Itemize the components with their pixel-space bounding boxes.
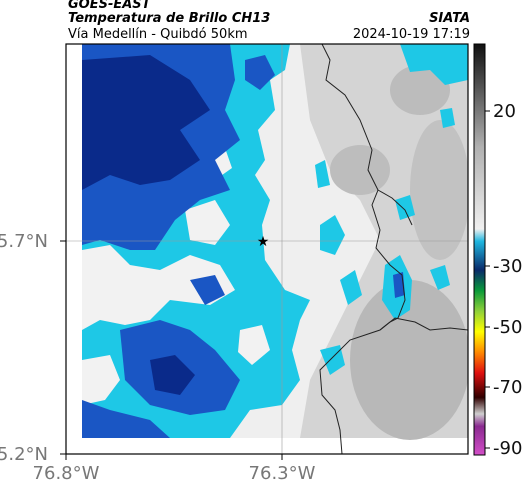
colorbar-tick-label: 20 (493, 101, 516, 122)
colorbar-tick-label: -50 (493, 317, 522, 338)
organization-label: SIATA (429, 11, 470, 26)
product-title: Temperatura de Brillo CH13 (68, 11, 271, 26)
colorbar-tick-label: -90 (493, 438, 522, 459)
timestamp: 2024-10-19 17:19 (352, 27, 470, 42)
department-border (319, 44, 406, 454)
colorbar: 20 -30 -50 -70 -90 (473, 43, 522, 459)
lat-tick-label: 5.7°N (0, 231, 48, 252)
star-icon: ★ (257, 234, 270, 250)
lon-tick-label: 76.3°W (249, 463, 316, 484)
colorbar-tick-label: -30 (493, 256, 522, 277)
lat-tick-label: 5.2°N (0, 444, 48, 465)
map-frame (65, 43, 469, 455)
route-subtitle: Vía Medellín - Quibdó 50km (68, 27, 248, 42)
satellite-name: GOES-EAST (68, 0, 151, 12)
map-data-area (66, 44, 468, 454)
colorbar-tick-label: -70 (493, 377, 522, 398)
lon-tick-label: 76.8°W (33, 463, 100, 484)
